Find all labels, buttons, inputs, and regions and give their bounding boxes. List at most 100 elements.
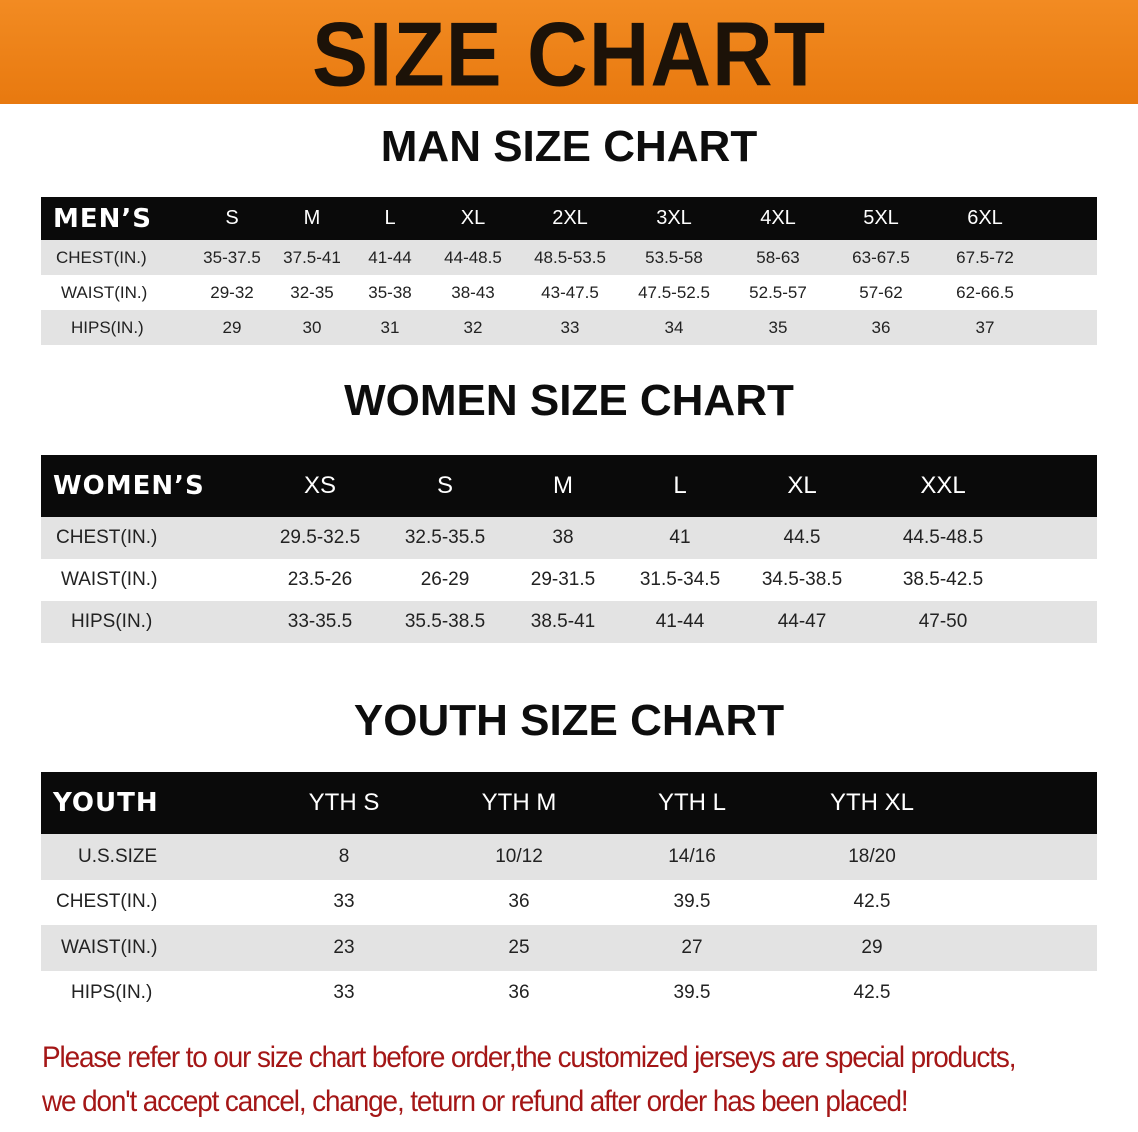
table-cell: 27 <box>681 936 703 958</box>
men-section-title: MAN SIZE CHART <box>380 122 758 171</box>
table-row: CHEST(IN.) 29.5-32.5 32.5-35.5 38 41 44.5 44.5… <box>41 517 1097 559</box>
title-banner: SIZE CHART <box>0 0 1138 105</box>
women-size-header: L <box>673 472 687 500</box>
men-size-header: XL <box>460 207 486 229</box>
table-cell: 44.5 <box>783 527 821 549</box>
table-cell: 39.5 <box>673 982 711 1004</box>
youth-size-header: YTH S <box>308 789 380 817</box>
table-cell: 36 <box>871 317 891 337</box>
women-size-header: XS <box>303 472 336 500</box>
table-cell: 25 <box>508 936 530 958</box>
table-row: CHEST(IN.) 35-37.5 37.5-41 41-44 44-48.5 48.5… <box>41 240 1097 275</box>
table-row: WAIST(IN.) 23.5-26 26-29 29-31.5 31.5-34.5 34… <box>41 559 1097 601</box>
women-size-header: M <box>553 472 573 500</box>
row-label: HIPS(IN.) <box>71 982 153 1004</box>
notice-line-2: we don't accept cancel, change, teturn o… <box>42 1085 909 1118</box>
table-cell: 41-44 <box>655 611 705 633</box>
table-cell: 42.5 <box>853 891 891 913</box>
table-cell: 37.5-41 <box>283 247 341 267</box>
youth-header-row: YOUTH YTH S YTH M YTH L YTH XL <box>41 772 1097 834</box>
men-size-header: 3XL <box>656 207 692 229</box>
table-row: HIPS(IN.) 33 36 39.5 42.5 <box>41 970 1097 1016</box>
row-label: WAIST(IN.) <box>61 569 158 591</box>
table-cell: 35-37.5 <box>203 247 261 267</box>
table-cell: 29.5-32.5 <box>279 527 361 549</box>
table-cell: 53.5-58 <box>645 247 703 267</box>
table-cell: 32.5-35.5 <box>404 527 486 549</box>
men-size-header: 5XL <box>863 207 899 229</box>
banner-title: SIZE CHART <box>312 3 826 105</box>
table-cell: 47-50 <box>918 611 968 633</box>
table-row: HIPS(IN.) 29 30 31 32 33 34 35 36 37 <box>41 310 1097 345</box>
table-cell: 33-35.5 <box>287 611 353 633</box>
table-cell: 44-47 <box>777 611 827 633</box>
men-size-header: S <box>225 207 239 229</box>
row-label: U.S.SIZE <box>78 845 158 867</box>
women-size-header: XXL <box>920 472 966 500</box>
row-label: CHEST(IN.) <box>56 247 147 267</box>
table-cell: 35 <box>768 317 788 337</box>
table-cell: 38.5-41 <box>530 611 596 633</box>
row-label: CHEST(IN.) <box>56 891 158 913</box>
men-header-label: MEN’S <box>53 203 152 234</box>
table-cell: 33 <box>333 982 355 1004</box>
table-cell: 37 <box>975 317 995 337</box>
table-cell: 36 <box>508 982 530 1004</box>
table-cell: 32-35 <box>290 282 334 302</box>
table-row: WAIST(IN.) 29-32 32-35 35-38 38-43 43-47.5 47.… <box>41 275 1097 310</box>
table-cell: 62-66.5 <box>956 282 1014 302</box>
order-notice: Please refer to our size chart before or… <box>42 1036 1056 1124</box>
table-cell: 29-31.5 <box>530 569 596 591</box>
table-row: WAIST(IN.) 23 25 27 29 <box>41 925 1097 971</box>
youth-size-header: YTH M <box>481 789 557 817</box>
table-cell: 38-43 <box>451 282 495 302</box>
table-row: HIPS(IN.) 33-35.5 35.5-38.5 38.5-41 41-44 44-… <box>41 601 1097 643</box>
table-cell: 34 <box>664 317 684 337</box>
table-cell: 8 <box>338 845 350 867</box>
table-cell: 31 <box>380 317 400 337</box>
table-cell: 33 <box>333 891 355 913</box>
table-row: CHEST(IN.) 33 36 39.5 42.5 <box>41 879 1097 925</box>
youth-size-header: YTH L <box>657 789 726 817</box>
table-cell: 41-44 <box>368 247 412 267</box>
men-size-header: 4XL <box>760 207 796 229</box>
table-cell: 29 <box>861 936 883 958</box>
table-cell: 35-38 <box>368 282 412 302</box>
table-cell: 33 <box>560 317 580 337</box>
women-section-title: WOMEN SIZE CHART <box>344 376 794 425</box>
row-label: CHEST(IN.) <box>56 527 158 549</box>
table-cell: 29-32 <box>210 282 254 302</box>
table-cell: 58-63 <box>756 247 800 267</box>
table-cell: 67.5-72 <box>956 247 1014 267</box>
table-cell: 31.5-34.5 <box>639 569 721 591</box>
table-cell: 32 <box>463 317 483 337</box>
row-label: WAIST(IN.) <box>61 936 158 958</box>
table-cell: 48.5-53.5 <box>534 247 606 267</box>
table-cell: 42.5 <box>853 982 891 1004</box>
women-size-header: S <box>436 472 453 500</box>
table-cell: 14/16 <box>668 845 716 867</box>
youth-header-label: YOUTH <box>53 788 159 819</box>
table-cell: 43-47.5 <box>541 282 599 302</box>
table-cell: 47.5-52.5 <box>638 282 710 302</box>
table-cell: 38.5-42.5 <box>902 569 984 591</box>
women-header-label: WOMEN’S <box>53 471 205 502</box>
men-header-row: MEN’S S M L XL 2XL 3XL 4XL 5XL 6XL <box>41 197 1097 240</box>
table-cell: 23 <box>333 936 355 958</box>
table-cell: 10/12 <box>495 845 543 867</box>
table-cell: 23.5-26 <box>287 569 353 591</box>
men-size-header: M <box>303 207 321 229</box>
women-size-header: XL <box>787 472 817 500</box>
table-row: U.S.SIZE 8 10/12 14/16 18/20 <box>41 834 1097 880</box>
table-cell: 30 <box>302 317 322 337</box>
men-size-header: L <box>384 207 396 229</box>
table-cell: 44.5-48.5 <box>902 527 984 549</box>
table-cell: 57-62 <box>859 282 903 302</box>
men-size-header: 6XL <box>967 207 1003 229</box>
table-cell: 38 <box>552 527 574 549</box>
table-cell: 63-67.5 <box>852 247 910 267</box>
row-label: WAIST(IN.) <box>61 282 148 302</box>
notice-line-1: Please refer to our size chart before or… <box>42 1041 1016 1074</box>
table-cell: 39.5 <box>673 891 711 913</box>
table-cell: 36 <box>508 891 530 913</box>
